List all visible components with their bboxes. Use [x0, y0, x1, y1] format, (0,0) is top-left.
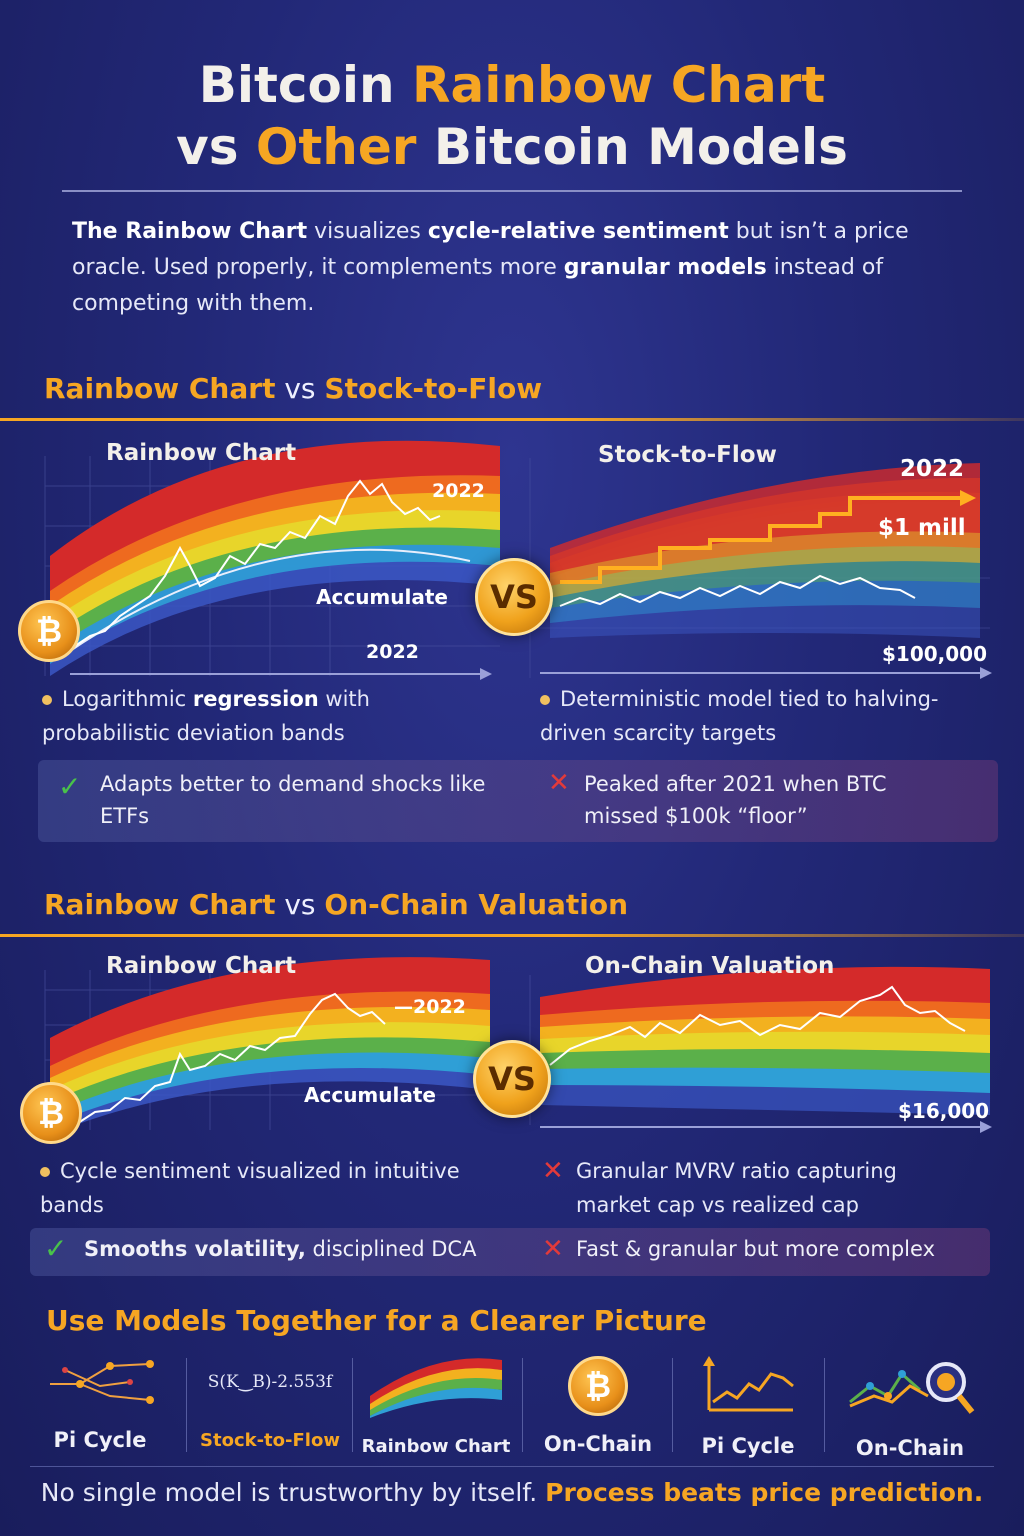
intro-paragraph: The Rainbow Chart visualizes cycle-relat…	[72, 214, 952, 322]
comparison-strip	[38, 760, 998, 842]
title-line-1: Bitcoin Rainbow Chart	[0, 54, 1024, 116]
tool-stock-to-flow: S(K‿B)-2.553f Stock-to-Flow	[192, 1356, 348, 1456]
con-stock-to-flow: Peaked after 2021 when BTC missed $100k …	[584, 772, 887, 828]
tool-label: Pi Cycle	[701, 1434, 795, 1458]
cross-icon: ✕	[548, 768, 570, 798]
axis-year-label: 2022	[366, 641, 419, 663]
title-line-2: vs Other Bitcoin Models	[0, 116, 1024, 178]
tool-on-chain: ₿ On-Chain	[528, 1356, 668, 1456]
tool-divider	[352, 1358, 353, 1452]
rainbow-arc-icon	[370, 1358, 502, 1418]
rainbow-chart-illustration	[44, 440, 500, 680]
strip-bold: Smooths volatility,	[84, 1237, 306, 1261]
bullet-on-chain-mvrv: Granular MVRV ratio capturing market cap…	[576, 1159, 897, 1217]
panel-title-on-chain: On-Chain Valuation	[585, 953, 835, 979]
year-label: —2022	[394, 996, 466, 1018]
panel-title-rainbow: Rainbow Chart	[106, 440, 297, 466]
footer-text: No single model is trustworthy by itself…	[40, 1478, 546, 1507]
bitcoin-coin-icon: ₿	[18, 600, 80, 662]
intro-bold: granular models	[563, 255, 767, 280]
panel-title-stock-to-flow: Stock-to-Flow	[598, 442, 777, 468]
bullet-text: Deterministic model tied to halving-driv…	[540, 687, 939, 745]
panel-title-rainbow: Rainbow Chart	[106, 953, 297, 979]
bullet-stock-to-flow-deterministic: Deterministic model tied to halving-driv…	[540, 682, 980, 750]
section-heading-b: On-Chain Valuation	[324, 888, 629, 921]
section-heading-vs: vs	[275, 888, 325, 921]
axis-price-label: $100,000	[882, 642, 988, 666]
on-chain-valuation-chart-illustration	[529, 966, 992, 1133]
tool-label: On-Chain	[855, 1436, 965, 1460]
tool-on-chain-2: On-Chain	[830, 1356, 990, 1460]
tool-divider	[186, 1358, 187, 1452]
title-divider	[62, 190, 962, 192]
checkmark-icon: ✓	[58, 770, 82, 803]
section-heading-vs: vs	[275, 372, 325, 405]
vs-badge: VS	[475, 558, 553, 636]
title-highlight: Rainbow Chart	[411, 56, 826, 114]
bullet-text: Cycle sentiment visualized in intuitive …	[40, 1159, 460, 1217]
vs-badge: VS	[473, 1040, 551, 1118]
title-text: vs	[176, 118, 256, 176]
section-heading-on-chain: Rainbow Chart vs On-Chain Valuation	[44, 888, 628, 921]
title-text: Bitcoin Models	[416, 118, 848, 176]
bitcoin-coin-icon: ₿	[20, 1082, 82, 1144]
axis-price-label: $16,000	[898, 1099, 990, 1123]
section-heading-a: Rainbow Chart	[44, 888, 276, 921]
footer-strong: Process beats price prediction.	[545, 1478, 984, 1507]
section-heading-stock-to-flow: Rainbow Chart vs Stock-to-Flow	[44, 372, 542, 405]
footer-divider	[30, 1466, 994, 1467]
title-text: Bitcoin	[198, 56, 412, 114]
year-label: 2022	[432, 480, 485, 502]
intro-text: instead of competing with them.	[72, 255, 884, 316]
tool-pi-cycle-2: Pi Cycle	[678, 1356, 818, 1458]
cross-icon: ✕	[542, 1156, 564, 1186]
bitcoin-coin-icon: ₿	[568, 1356, 628, 1416]
cross-icon: ✕	[542, 1234, 564, 1264]
bullet-dot	[42, 695, 52, 705]
tool-divider	[672, 1358, 673, 1452]
checkmark-icon: ✓	[44, 1232, 68, 1265]
intro-text: but isn’t a price oracle. Used properly,…	[72, 219, 909, 280]
title-highlight: Other	[255, 118, 417, 176]
pro-rainbow: Smooths volatility, disciplined DCA	[84, 1233, 524, 1265]
section-divider	[0, 934, 1024, 937]
year-label: 2022	[900, 456, 965, 482]
con-on-chain: Fast & granular but more complex	[576, 1237, 935, 1261]
bullet-text: Logarithmic	[62, 687, 193, 711]
bullet-bold: regression	[192, 687, 319, 711]
tool-divider	[824, 1358, 825, 1452]
section-divider	[0, 418, 1024, 421]
section-heading-a: Rainbow Chart	[44, 372, 276, 405]
tool-rainbow-chart: Rainbow Chart	[356, 1356, 516, 1457]
rainbow-chart-illustration	[44, 957, 490, 1135]
section-heading-b: Stock-to-Flow	[324, 372, 543, 405]
intro-text: visualizes	[307, 219, 428, 244]
intro-bold: The Rainbow Chart	[72, 219, 308, 244]
strip-text: disciplined DCA	[305, 1237, 477, 1261]
target-label: $1 mill	[878, 515, 966, 541]
comparison-strip	[30, 1228, 990, 1276]
bullet-rainbow-regression: Logarithmic regression with probabilisti…	[42, 682, 482, 750]
zone-label-accumulate: Accumulate	[304, 1083, 436, 1107]
tool-label: Stock-to-Flow	[200, 1430, 340, 1451]
intro-bold: cycle-relative sentiment	[427, 219, 729, 244]
tool-pi-cycle: Pi Cycle	[20, 1356, 180, 1456]
bullet-text: with probabilistic deviation bands	[42, 687, 370, 745]
tool-label: Pi Cycle	[53, 1428, 147, 1452]
pi-cycle-network-icon	[50, 1360, 154, 1404]
stock-to-flow-chart-illustration	[529, 458, 992, 679]
pro-rainbow: Adapts better to demand shocks like ETFs	[100, 772, 486, 828]
tool-divider	[522, 1358, 523, 1452]
footer-tagline: No single model is trustworthy by itself…	[0, 1478, 1024, 1507]
bullet-dot	[540, 695, 550, 705]
tools-heading: Use Models Together for a Clearer Pictur…	[46, 1304, 707, 1337]
formula-icon: S(K‿B)-2.553f	[207, 1372, 333, 1392]
bullet-dot	[40, 1167, 50, 1177]
tool-label: Rainbow Chart	[361, 1436, 511, 1457]
line-chart-icon	[703, 1356, 794, 1412]
zone-label-accumulate: Accumulate	[316, 585, 448, 609]
magnifier-chart-icon	[849, 1362, 975, 1414]
bullet-rainbow-sentiment: Cycle sentiment visualized in intuitive …	[40, 1154, 490, 1222]
tool-label: On-Chain	[543, 1432, 653, 1456]
